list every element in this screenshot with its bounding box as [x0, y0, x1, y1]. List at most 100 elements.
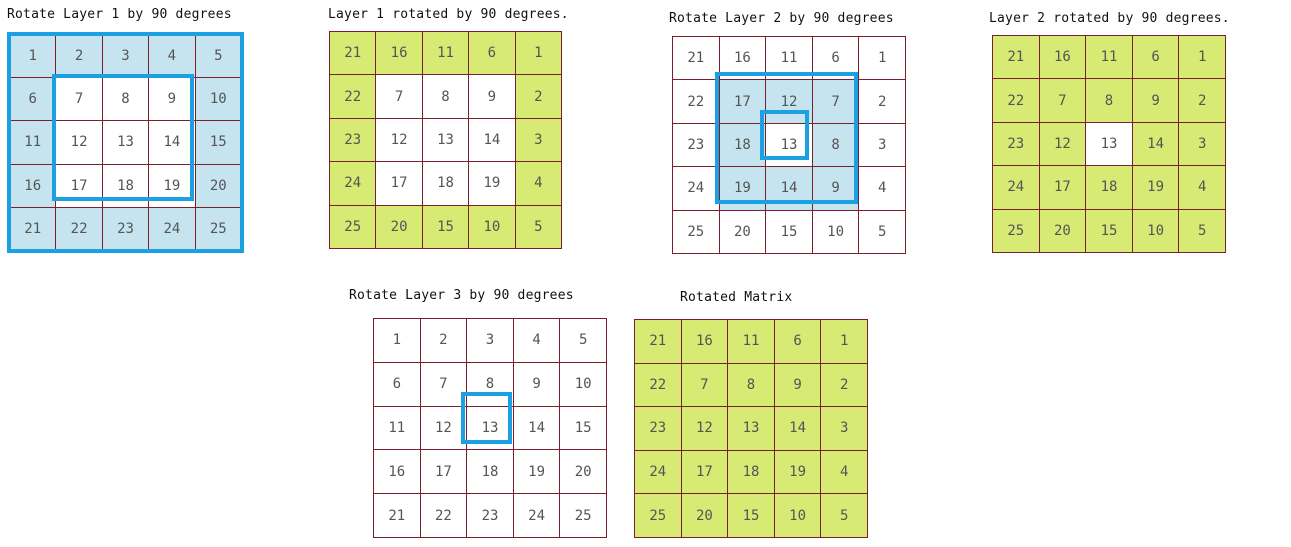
matrix-cell: 23	[672, 122, 719, 167]
matrix-cell: 14	[773, 406, 821, 450]
matrix-cell: 16	[375, 31, 422, 75]
matrix-cell: 2	[419, 318, 467, 362]
matrix-cell: 15	[421, 204, 469, 248]
matrix-cell: 23	[992, 121, 1039, 166]
matrix-cell: 15	[765, 209, 812, 253]
matrix-cell: 24	[148, 206, 195, 250]
matrix-cell: 18	[1085, 165, 1132, 209]
matrix-cell: 15	[559, 405, 606, 450]
matrix-cell: 1	[858, 36, 905, 80]
matrix-cell: 25	[634, 493, 681, 537]
matrix-cell: 10	[468, 204, 515, 248]
matrix-cell: 24	[634, 449, 681, 494]
matrix-cell: 10	[1131, 208, 1179, 252]
matrix-cell: 5	[820, 493, 867, 537]
matrix-cell: 7	[811, 79, 859, 123]
matrix-cell: 2	[820, 362, 867, 407]
matrix-cell: 3	[101, 34, 149, 78]
matrix-cell: 5	[194, 34, 241, 78]
matrix-cell: 15	[194, 120, 241, 164]
matrix-cell: 25	[559, 493, 606, 537]
matrix-cell: 4	[514, 161, 561, 205]
matrix-cell: 21	[992, 35, 1039, 79]
matrix-cell: 17	[1038, 165, 1086, 209]
matrix-cell: 19	[148, 163, 195, 207]
panel-6-matrix: 21 16 11 6 1 22 7 8 9 2 23 12 13 14 3 24 17 18 19 4 25 20 15 10…	[634, 319, 868, 538]
panel-3-title: Rotate Layer 2 by 90 degrees	[669, 11, 894, 26]
matrix-cell: 1	[820, 319, 867, 363]
matrix-cell: 6	[468, 31, 515, 75]
matrix-cell: 3	[514, 117, 561, 162]
matrix-cell: 3	[466, 318, 513, 362]
panel-3-matrix: 21 16 11 6 1 22 17 12 7 2 23 18 13 8 3 24 19 14 9 4 25 20 15 10…	[672, 36, 906, 254]
matrix-cell: 6	[373, 361, 420, 406]
matrix-cell: 21	[634, 319, 681, 363]
matrix-cell: 22	[672, 79, 719, 123]
matrix-cell: 19	[512, 449, 560, 494]
matrix-cell: 18	[718, 122, 766, 167]
matrix-cell: 23	[101, 206, 149, 250]
matrix-cell: 7	[419, 361, 467, 406]
matrix-cell: 5	[858, 209, 905, 253]
matrix-cell: 7	[680, 362, 728, 407]
matrix-cell: 18	[421, 161, 469, 205]
matrix-cell: 12	[765, 79, 812, 123]
panel-2-title: Layer 1 rotated by 90 degrees.	[328, 7, 569, 22]
matrix-cell: 1	[9, 34, 56, 78]
matrix-cell: 15	[727, 493, 774, 537]
panel-1-title: Rotate Layer 1 by 90 degrees	[7, 7, 232, 22]
matrix-cell: 8	[811, 122, 859, 167]
matrix-cell: 25	[992, 208, 1039, 252]
matrix-cell: 1	[373, 318, 420, 362]
matrix-cell: 8	[101, 77, 149, 121]
matrix-cell: 13	[421, 117, 469, 162]
matrix-cell: 12	[1038, 121, 1086, 166]
matrix-cell: 17	[55, 163, 102, 207]
matrix-cell: 6	[811, 36, 859, 80]
matrix-cell: 16	[680, 319, 728, 363]
matrix-cell: 16	[1038, 35, 1086, 79]
matrix-cell: 10	[811, 209, 859, 253]
matrix-cell: 22	[329, 74, 376, 118]
matrix-cell: 21	[9, 206, 56, 250]
matrix-cell: 23	[466, 493, 513, 537]
matrix-cell: 7	[375, 74, 422, 118]
matrix-cell: 22	[419, 493, 467, 537]
matrix-cell: 20	[194, 163, 241, 207]
matrix-cell: 11	[373, 405, 420, 450]
panel-1-matrix: 1 2 3 4 5 6 7 8 9 10 11 12 13 14 15 16 17 18 19 20 21 22 23 24 2…	[9, 34, 242, 251]
matrix-cell: 9	[512, 361, 560, 406]
matrix-cell: 2	[55, 34, 102, 78]
matrix-cell: 6	[9, 77, 56, 121]
matrix-cell: 19	[468, 161, 515, 205]
matrix-cell: 16	[373, 449, 420, 494]
matrix-cell: 3	[858, 122, 905, 167]
matrix-cell: 12	[680, 406, 728, 450]
matrix-cell: 18	[466, 449, 513, 494]
matrix-cell: 2	[858, 79, 905, 123]
matrix-cell: 25	[329, 204, 376, 248]
matrix-cell: 13	[727, 406, 774, 450]
matrix-cell: 22	[634, 362, 681, 407]
matrix-cell: 20	[718, 209, 766, 253]
matrix-cell: 22	[992, 78, 1039, 122]
matrix-cell: 13	[1085, 121, 1132, 166]
panel-6-title: Rotated Matrix	[680, 290, 793, 305]
matrix-cell: 20	[1038, 208, 1086, 252]
matrix-cell: 14	[512, 405, 560, 450]
matrix-cell: 5	[559, 318, 606, 362]
matrix-cell: 9	[773, 362, 821, 407]
matrix-cell: 4	[858, 166, 905, 210]
matrix-cell: 4	[148, 34, 195, 78]
matrix-cell: 3	[1178, 121, 1225, 166]
matrix-cell: 14	[1131, 121, 1179, 166]
matrix-cell: 16	[9, 163, 56, 207]
matrix-cell: 10	[559, 361, 606, 406]
matrix-cell: 2	[1178, 78, 1225, 122]
matrix-cell: 10	[773, 493, 821, 537]
matrix-cell: 17	[718, 79, 766, 123]
matrix-cell: 14	[765, 166, 812, 210]
matrix-cell: 5	[1178, 208, 1225, 252]
matrix-cell: 17	[680, 449, 728, 494]
panel-2-matrix: 21 16 11 6 1 22 7 8 9 2 23 12 13 14 3 24 17 18 19 4 25 20 15 10…	[329, 31, 562, 249]
